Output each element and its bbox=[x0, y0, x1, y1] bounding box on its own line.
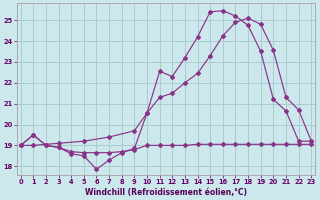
X-axis label: Windchill (Refroidissement éolien,°C): Windchill (Refroidissement éolien,°C) bbox=[85, 188, 247, 197]
